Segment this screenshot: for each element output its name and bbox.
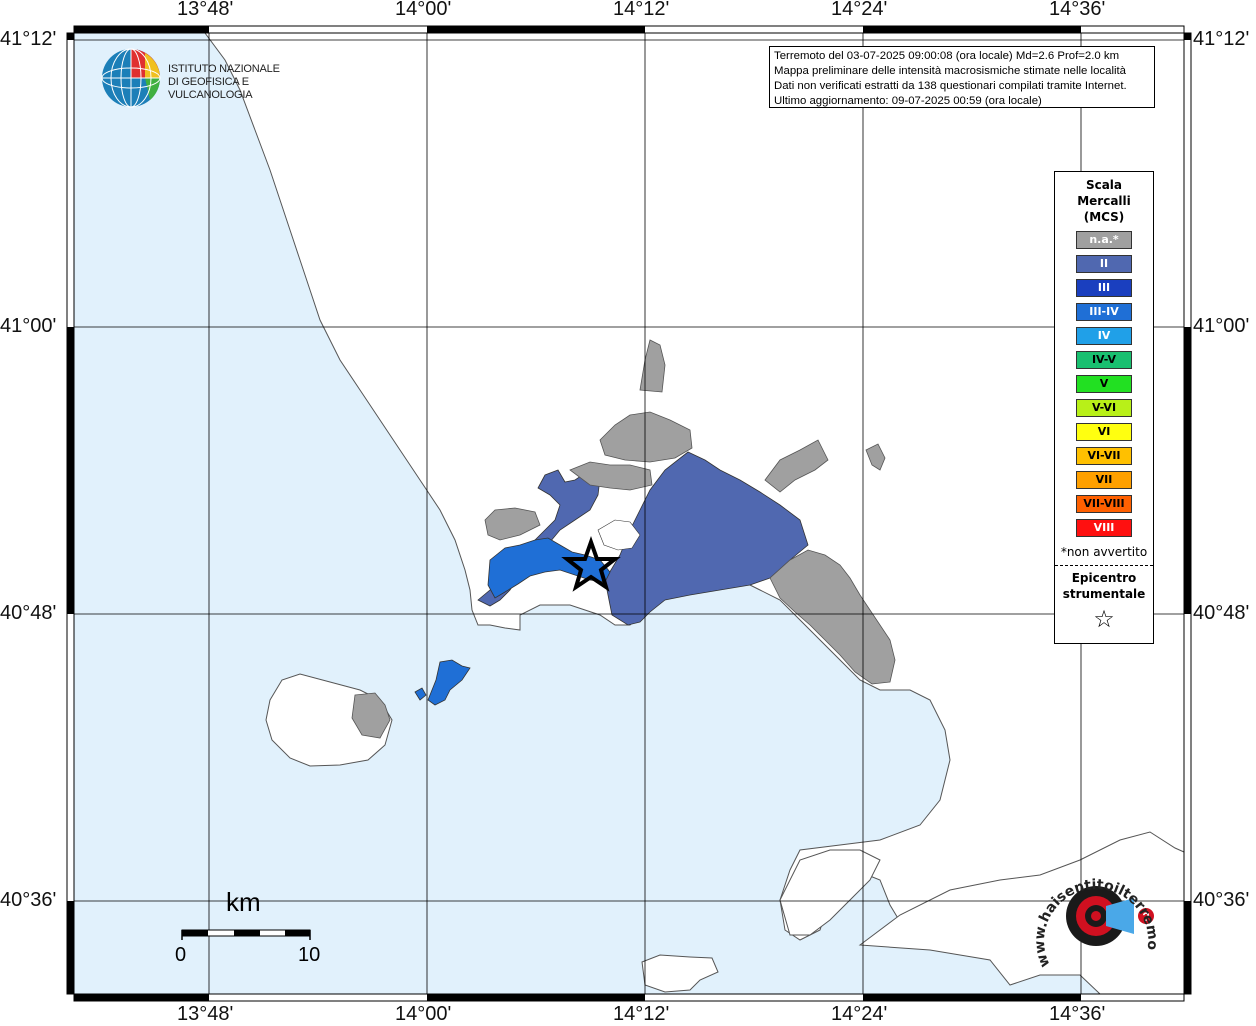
legend-title: Scala Mercalli (MCS) bbox=[1055, 177, 1153, 225]
lat-label-left-3: 40°48' bbox=[0, 602, 57, 624]
area-na-north-5 bbox=[764, 439, 829, 493]
ischia-na-area bbox=[351, 692, 391, 739]
scale-unit-label: km bbox=[226, 887, 261, 917]
legend-item: II bbox=[1076, 255, 1132, 273]
legend-epicentre-line2: strumentale bbox=[1062, 587, 1146, 601]
legend-item: III-IV bbox=[1076, 303, 1132, 321]
lat-label-left-4: 40°36' bbox=[0, 889, 57, 911]
lon-label-top-1: 13°48' bbox=[177, 0, 234, 20]
logo-text-line2: DI GEOFISICA E VULCANOLOGIA bbox=[168, 76, 253, 101]
scale-start-label: 0 bbox=[175, 944, 187, 966]
legend-item: V-VI bbox=[1076, 399, 1132, 417]
lon-label-bottom-3: 14°12' bbox=[613, 1003, 670, 1025]
scale-end-label: 10 bbox=[298, 944, 321, 966]
lat-label-right-1: 41°12' bbox=[1193, 28, 1250, 50]
lat-label-right-2: 41°00' bbox=[1193, 315, 1250, 337]
legend-title-line3: (MCS) bbox=[1083, 210, 1125, 224]
procida-intensity-area bbox=[427, 659, 471, 706]
lon-label-bottom-1: 13°48' bbox=[177, 1003, 234, 1025]
area-na-north-4 bbox=[484, 507, 541, 541]
vivara-islet bbox=[414, 687, 427, 701]
legend-item: n.a.* bbox=[1076, 231, 1132, 249]
legend-item: IV bbox=[1076, 327, 1132, 345]
scale-bar bbox=[181, 929, 311, 940]
inner-white-area bbox=[597, 519, 641, 551]
svg-text:?: ? bbox=[1142, 910, 1149, 924]
epicentre-star-marker bbox=[561, 535, 621, 592]
legend-item: VI bbox=[1076, 423, 1132, 441]
legend-divider bbox=[1055, 565, 1153, 566]
capri-island bbox=[641, 954, 719, 993]
globe-icon bbox=[101, 48, 161, 108]
legend-item: VII bbox=[1076, 471, 1132, 489]
area-na-north-6 bbox=[865, 443, 886, 471]
graticule bbox=[74, 33, 1184, 994]
lon-label-bottom-5: 14°36' bbox=[1049, 1003, 1106, 1025]
lon-label-top-3: 14°12' bbox=[613, 0, 670, 20]
area-na-north-2 bbox=[599, 411, 693, 463]
legend-item: IV-V bbox=[1076, 351, 1132, 369]
event-info-line3: Dati non verificati estratti da 138 ques… bbox=[774, 80, 1127, 92]
event-info-box: Terremoto del 03-07-2025 09:00:08 (ora l… bbox=[769, 46, 1155, 108]
svg-text:www.haisentitoilterremoto.it: www.haisentitoilterremoto.it bbox=[1030, 850, 1161, 969]
event-info-line2: Mappa preliminare delle intensità macros… bbox=[774, 65, 1127, 77]
legend-title-line2: Mercalli bbox=[1077, 194, 1131, 208]
frame-outline bbox=[66, 25, 1192, 1002]
legend-title-line1: Scala bbox=[1085, 178, 1123, 192]
area-intensity-II bbox=[604, 451, 809, 626]
ingv-logo: ISTITUTO NAZIONALE DI GEOFISICA E VULCAN… bbox=[100, 47, 330, 109]
watermark-logo: ? bbox=[1066, 886, 1154, 946]
lat-label-right-4: 40°36' bbox=[1193, 889, 1250, 911]
legend-item: VI-VII bbox=[1076, 447, 1132, 465]
legend-item: III bbox=[1076, 279, 1132, 297]
star-icon: ☆ bbox=[1093, 605, 1115, 633]
watermark-text: www.haisentitoilterremoto.it bbox=[1030, 850, 1161, 969]
lat-label-right-3: 40°48' bbox=[1193, 602, 1250, 624]
event-info-line1: Terremoto del 03-07-2025 09:00:08 (ora l… bbox=[774, 50, 1120, 62]
mcs-legend: Scala Mercalli (MCS) n.a.* II III III-IV IV I… bbox=[1054, 171, 1154, 644]
lat-label-left-1: 41°12' bbox=[0, 28, 57, 50]
event-info-line4: Ultimo aggiornamento: 09-07-2025 00:59 (… bbox=[774, 95, 1042, 107]
lat-label-left-2: 41°00' bbox=[0, 315, 57, 337]
lon-label-top-5: 14°36' bbox=[1049, 0, 1106, 20]
legend-epicentre-line1: Epicentro bbox=[1071, 571, 1137, 585]
legend-item: VIII bbox=[1076, 519, 1132, 537]
lon-label-top-4: 14°24' bbox=[831, 0, 888, 20]
legend-item: V bbox=[1076, 375, 1132, 393]
logo-text-line1: ISTITUTO NAZIONALE bbox=[168, 63, 280, 75]
legend-note: *non avvertito bbox=[1060, 545, 1148, 559]
legend-list: n.a.* II III III-IV IV IV-V V V-VI VI VI-VII VII VI… bbox=[1055, 231, 1153, 537]
lon-label-top-2: 14°00' bbox=[395, 0, 452, 20]
legend-epicentre-label: Epicentro strumentale bbox=[1055, 570, 1153, 602]
area-na-east bbox=[769, 549, 896, 685]
lon-label-bottom-4: 14°24' bbox=[831, 1003, 888, 1025]
area-na-north-3 bbox=[569, 461, 653, 491]
peninsula-south bbox=[779, 849, 881, 936]
legend-item: VII-VIII bbox=[1076, 495, 1132, 513]
lon-label-bottom-2: 14°00' bbox=[395, 1003, 452, 1025]
frame-bars bbox=[67, 26, 1191, 1001]
